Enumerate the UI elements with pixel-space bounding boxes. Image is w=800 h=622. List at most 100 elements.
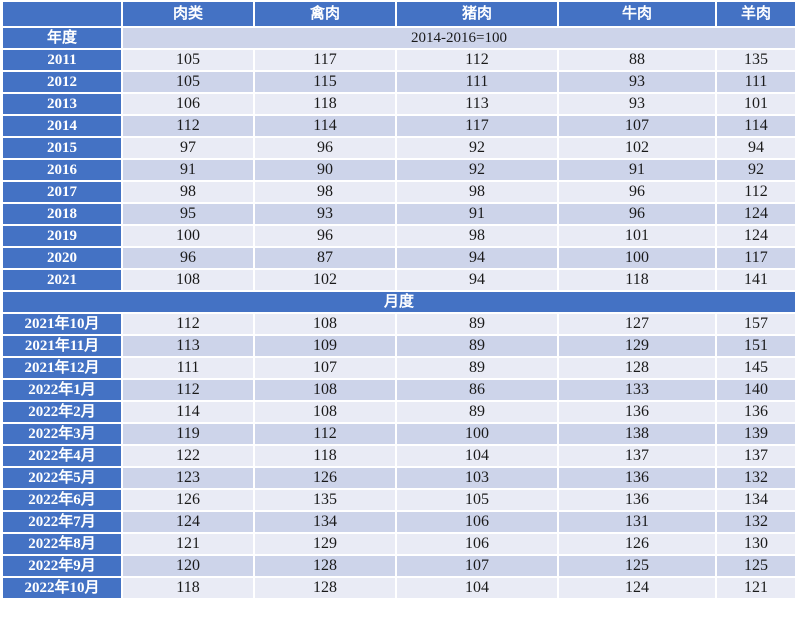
row-label-cell: 2020 xyxy=(3,248,121,268)
value-cell: 136 xyxy=(559,468,715,488)
value-cell: 137 xyxy=(717,446,795,466)
value-cell: 114 xyxy=(255,116,395,136)
value-cell: 106 xyxy=(397,512,557,532)
row-label-cell: 2021年12月 xyxy=(3,358,121,378)
value-cell: 100 xyxy=(397,424,557,444)
row-label-cell: 2022年2月 xyxy=(3,402,121,422)
column-header-cell: 禽肉 xyxy=(255,2,395,26)
table-row: 2015 97 96 92 102 94 xyxy=(3,138,795,158)
value-cell: 125 xyxy=(559,556,715,576)
value-cell: 103 xyxy=(397,468,557,488)
table-row: 肉类 禽肉 猪肉 牛肉 羊肉 xyxy=(3,2,795,26)
row-label-cell: 2012 xyxy=(3,72,121,92)
value-cell: 136 xyxy=(559,402,715,422)
value-cell: 112 xyxy=(123,380,253,400)
value-cell: 91 xyxy=(123,160,253,180)
value-cell: 123 xyxy=(123,468,253,488)
value-cell: 105 xyxy=(397,490,557,510)
price-index-table: 肉类 禽肉 猪肉 牛肉 羊肉 年度 2014-2016=100 2011 105 117 112 88… xyxy=(1,0,797,600)
value-cell: 112 xyxy=(123,314,253,334)
corner-cell xyxy=(3,2,121,26)
value-cell: 107 xyxy=(397,556,557,576)
value-cell: 132 xyxy=(717,468,795,488)
value-cell: 140 xyxy=(717,380,795,400)
value-cell: 96 xyxy=(255,226,395,246)
value-cell: 129 xyxy=(559,336,715,356)
row-label-cell: 2017 xyxy=(3,182,121,202)
value-cell: 92 xyxy=(717,160,795,180)
row-label-cell: 2022年8月 xyxy=(3,534,121,554)
value-cell: 126 xyxy=(559,534,715,554)
table-row: 2011 105 117 112 88 135 xyxy=(3,50,795,70)
value-cell: 106 xyxy=(397,534,557,554)
value-cell: 92 xyxy=(397,160,557,180)
value-cell: 138 xyxy=(559,424,715,444)
table-row: 月度 xyxy=(3,292,795,312)
value-cell: 119 xyxy=(123,424,253,444)
value-cell: 126 xyxy=(255,468,395,488)
value-cell: 139 xyxy=(717,424,795,444)
table-row: 2021年12月 111 107 89 128 145 xyxy=(3,358,795,378)
value-cell: 135 xyxy=(255,490,395,510)
value-cell: 121 xyxy=(123,534,253,554)
value-cell: 107 xyxy=(559,116,715,136)
value-cell: 96 xyxy=(255,138,395,158)
value-cell: 96 xyxy=(559,204,715,224)
value-cell: 132 xyxy=(717,512,795,532)
row-label-cell: 2019 xyxy=(3,226,121,246)
column-header-cell: 牛肉 xyxy=(559,2,715,26)
value-cell: 97 xyxy=(123,138,253,158)
table-row: 2017 98 98 98 96 112 xyxy=(3,182,795,202)
value-cell: 120 xyxy=(123,556,253,576)
row-label-cell: 2022年10月 xyxy=(3,578,121,598)
row-label-cell: 2022年1月 xyxy=(3,380,121,400)
table-row: 2014 112 114 117 107 114 xyxy=(3,116,795,136)
value-cell: 128 xyxy=(559,358,715,378)
row-label-cell: 2021 xyxy=(3,270,121,290)
row-label-cell: 2015 xyxy=(3,138,121,158)
value-cell: 135 xyxy=(717,50,795,70)
value-cell: 98 xyxy=(397,182,557,202)
value-cell: 121 xyxy=(717,578,795,598)
value-cell: 124 xyxy=(123,512,253,532)
base-period-note-cell: 2014-2016=100 xyxy=(123,28,795,48)
table-row: 2020 96 87 94 100 117 xyxy=(3,248,795,268)
value-cell: 96 xyxy=(123,248,253,268)
row-label-cell: 2018 xyxy=(3,204,121,224)
row-label-cell: 2022年6月 xyxy=(3,490,121,510)
value-cell: 106 xyxy=(123,94,253,114)
value-cell: 141 xyxy=(717,270,795,290)
table-row: 2022年3月 119 112 100 138 139 xyxy=(3,424,795,444)
value-cell: 98 xyxy=(255,182,395,202)
value-cell: 101 xyxy=(559,226,715,246)
value-cell: 117 xyxy=(397,116,557,136)
value-cell: 113 xyxy=(397,94,557,114)
value-cell: 86 xyxy=(397,380,557,400)
table-row: 2013 106 118 113 93 101 xyxy=(3,94,795,114)
value-cell: 96 xyxy=(559,182,715,202)
row-label-cell: 2022年7月 xyxy=(3,512,121,532)
value-cell: 93 xyxy=(559,72,715,92)
value-cell: 100 xyxy=(123,226,253,246)
table-row: 2022年6月 126 135 105 136 134 xyxy=(3,490,795,510)
row-label-cell: 2011 xyxy=(3,50,121,70)
value-cell: 93 xyxy=(559,94,715,114)
value-cell: 102 xyxy=(559,138,715,158)
value-cell: 88 xyxy=(559,50,715,70)
value-cell: 112 xyxy=(255,424,395,444)
value-cell: 111 xyxy=(717,72,795,92)
table-row: 2022年8月 121 129 106 126 130 xyxy=(3,534,795,554)
value-cell: 89 xyxy=(397,358,557,378)
value-cell: 105 xyxy=(123,72,253,92)
value-cell: 98 xyxy=(397,226,557,246)
value-cell: 94 xyxy=(397,270,557,290)
value-cell: 118 xyxy=(255,446,395,466)
value-cell: 130 xyxy=(717,534,795,554)
row-label-cell: 2016 xyxy=(3,160,121,180)
column-header-cell: 羊肉 xyxy=(717,2,795,26)
value-cell: 100 xyxy=(559,248,715,268)
value-cell: 101 xyxy=(717,94,795,114)
value-cell: 117 xyxy=(717,248,795,268)
value-cell: 114 xyxy=(123,402,253,422)
value-cell: 108 xyxy=(255,314,395,334)
